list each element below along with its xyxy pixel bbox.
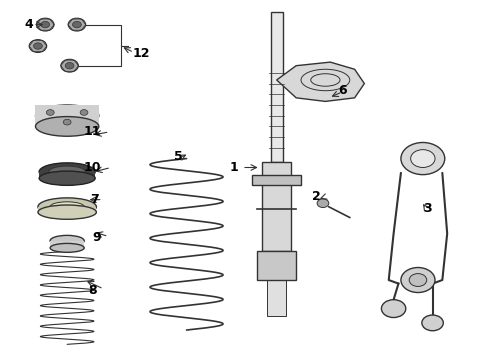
Bar: [39, 172, 96, 178]
Circle shape: [65, 63, 74, 69]
Circle shape: [63, 119, 71, 125]
Ellipse shape: [50, 243, 84, 252]
Text: 12: 12: [133, 47, 150, 60]
Text: 11: 11: [84, 125, 101, 138]
Circle shape: [401, 143, 445, 175]
Circle shape: [422, 315, 443, 331]
Ellipse shape: [35, 105, 99, 126]
Circle shape: [68, 18, 86, 31]
Circle shape: [381, 300, 406, 318]
Ellipse shape: [38, 198, 97, 216]
Bar: [252, 175, 301, 185]
Bar: [267, 251, 287, 316]
Polygon shape: [277, 62, 365, 102]
Circle shape: [401, 267, 435, 293]
Circle shape: [411, 150, 435, 167]
Text: 4: 4: [25, 18, 33, 31]
Ellipse shape: [35, 117, 99, 136]
Circle shape: [317, 199, 329, 207]
Circle shape: [47, 110, 54, 115]
Bar: [50, 241, 84, 248]
Ellipse shape: [50, 235, 84, 246]
Ellipse shape: [50, 202, 84, 212]
Text: 7: 7: [90, 193, 99, 206]
Ellipse shape: [38, 205, 97, 219]
Bar: [262, 162, 291, 251]
Text: 5: 5: [174, 150, 183, 163]
Bar: [271, 12, 283, 162]
Circle shape: [36, 18, 54, 31]
Text: 10: 10: [84, 161, 101, 174]
Circle shape: [80, 110, 88, 115]
Bar: [257, 251, 296, 280]
Bar: [38, 207, 97, 212]
Ellipse shape: [49, 166, 85, 177]
Bar: [35, 105, 99, 126]
Ellipse shape: [39, 163, 95, 181]
Circle shape: [29, 40, 47, 53]
Text: 3: 3: [423, 202, 432, 215]
Text: 9: 9: [93, 231, 101, 244]
Circle shape: [33, 43, 42, 49]
Text: 2: 2: [312, 190, 320, 203]
Circle shape: [409, 274, 427, 287]
Ellipse shape: [39, 171, 95, 185]
Circle shape: [73, 21, 81, 28]
Circle shape: [61, 59, 78, 72]
Text: 8: 8: [88, 284, 97, 297]
Text: 1: 1: [230, 161, 239, 174]
Circle shape: [41, 21, 49, 28]
Text: 6: 6: [339, 84, 347, 97]
